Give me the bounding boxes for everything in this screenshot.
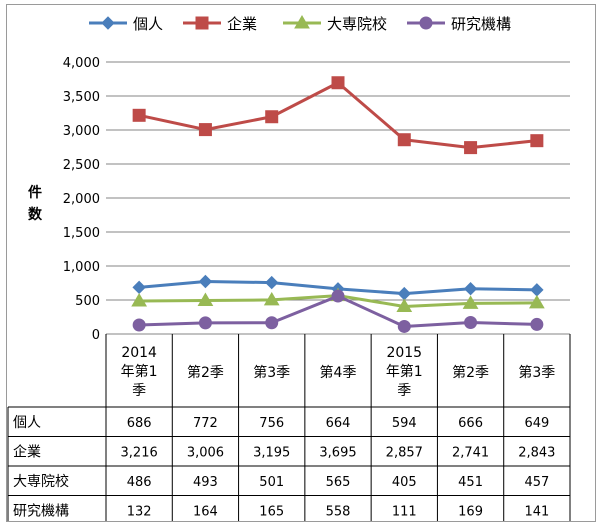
legend-marker <box>419 16 433 30</box>
table-row-label: 研究機構 <box>13 503 69 519</box>
legend-marker <box>101 16 115 30</box>
table-row-label: 大専院校 <box>13 473 69 490</box>
data-point <box>198 123 212 137</box>
table-cell: 405 <box>392 475 417 490</box>
data-point <box>462 295 479 309</box>
category-label: 年第1 <box>386 363 423 380</box>
y-tick-label: 500 <box>75 294 100 309</box>
category-label: 第2季 <box>187 364 224 381</box>
table-cell: 772 <box>193 416 218 431</box>
category-label: 年第1 <box>121 363 158 380</box>
table-cell: 664 <box>326 416 351 431</box>
legend-label: 企業 <box>227 15 257 33</box>
category-label: 第4季 <box>320 364 357 381</box>
y-tick-label: 2,000 <box>63 192 100 207</box>
table-cell: 558 <box>326 504 351 519</box>
table-cell: 649 <box>524 416 549 431</box>
y-axis-label-line-1: 件 <box>28 184 42 201</box>
category-label: 第3季 <box>253 364 290 381</box>
table-cell: 457 <box>524 475 549 490</box>
table-cell: 486 <box>127 475 152 490</box>
data-point <box>132 318 146 332</box>
data-point <box>530 317 544 331</box>
table-cell: 111 <box>392 504 417 519</box>
table-cell: 165 <box>259 504 284 519</box>
category-label: 季 <box>132 383 146 399</box>
table-cell: 565 <box>326 475 351 490</box>
data-point <box>198 274 213 289</box>
data-point <box>263 291 280 306</box>
table-cell: 132 <box>127 504 152 519</box>
table-cell: 3,195 <box>253 445 290 460</box>
plot-area <box>131 76 545 333</box>
y-tick-label: 2,500 <box>63 158 100 173</box>
table-cell: 164 <box>193 504 218 519</box>
data-point <box>528 294 545 309</box>
y-tick-label: 4,000 <box>63 56 100 71</box>
table-cell: 451 <box>458 475 483 490</box>
data-point <box>397 133 411 147</box>
data-point <box>131 292 148 307</box>
data-point <box>331 289 345 303</box>
data-point <box>530 134 544 148</box>
table-cell: 3,695 <box>319 445 356 460</box>
table-cell: 493 <box>193 475 218 490</box>
table-cell: 3,006 <box>187 445 224 460</box>
chart-frame: 個人 企業 大専院校 研究機構 0 500 1,000 1,500 2,000 2,500 3,0… <box>6 4 596 522</box>
y-tick-label: 1,000 <box>63 260 100 275</box>
category-label: 第3季 <box>518 364 555 381</box>
series-line <box>138 81 538 150</box>
data-point <box>265 275 279 290</box>
y-tick-label: 1,500 <box>63 226 100 241</box>
category-label: 2015 <box>386 345 422 361</box>
category-label: 季 <box>397 383 411 399</box>
table-cell: 141 <box>524 504 549 519</box>
category-label: 第2季 <box>452 364 489 381</box>
legend-marker <box>195 16 209 30</box>
legend-label: 大専院校 <box>327 15 387 33</box>
legend-label: 研究機構 <box>451 15 511 33</box>
table-cell: 2,857 <box>386 445 423 460</box>
data-point <box>132 108 146 122</box>
table-cell: 501 <box>259 475 284 490</box>
table-cell: 686 <box>127 416 152 431</box>
table-cell: 594 <box>392 416 417 431</box>
legend: 個人 企業 大専院校 研究機構 <box>89 15 511 33</box>
data-point <box>397 319 411 333</box>
data-point <box>464 141 478 155</box>
y-axis: 0 500 1,000 1,500 2,000 2,500 3,000 3,500 4,000 <box>63 56 100 343</box>
data-point <box>197 292 214 306</box>
data-point <box>463 282 478 296</box>
table-cell: 756 <box>259 416 284 431</box>
category-label: 2014 <box>121 345 157 361</box>
legend-marker <box>294 15 310 29</box>
data-point <box>464 316 478 330</box>
y-tick-label: 3,500 <box>63 90 100 105</box>
line-chart: 個人 企業 大専院校 研究機構 05001,0001,5002,0002,5003,0… <box>7 15 571 521</box>
data-point <box>265 316 279 330</box>
data-point <box>397 286 411 301</box>
table-row-label: 企業 <box>13 443 41 460</box>
y-tick-label: 3,000 <box>63 124 100 139</box>
data-point <box>530 283 544 297</box>
data-point <box>265 110 279 124</box>
data-point <box>331 76 345 90</box>
gridlines <box>106 61 570 335</box>
data-point <box>198 316 212 330</box>
table-cell: 2,741 <box>452 445 489 460</box>
table-row-label: 個人 <box>13 415 41 431</box>
data-point <box>396 298 413 312</box>
table-cell: 3,216 <box>121 445 158 460</box>
table-cell: 169 <box>458 504 483 519</box>
y-axis-label-line-2: 数 <box>28 206 43 223</box>
table-cell: 666 <box>458 416 483 431</box>
table-cell: 2,843 <box>518 445 555 460</box>
data-point <box>132 280 146 295</box>
y-tick-label: 0 <box>92 328 100 343</box>
legend-label: 個人 <box>133 15 163 33</box>
